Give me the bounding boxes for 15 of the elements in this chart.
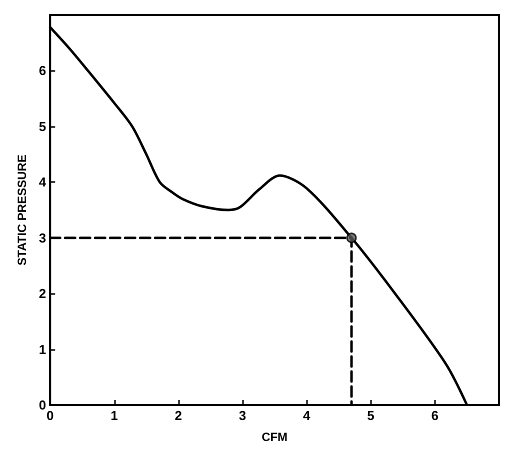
y-tick-label: 1 (38, 342, 46, 357)
y-tick-label: 0 (38, 398, 46, 412)
y-tick-label: 5 (38, 118, 46, 134)
y-tick-label: 2 (38, 286, 46, 302)
x-tick-label: 5 (367, 408, 374, 423)
x-tick-label: 6 (431, 408, 438, 423)
y-tick-label: 4 (38, 174, 47, 190)
y-tick-label: 6 (38, 63, 46, 78)
x-tick-label: 3 (238, 408, 246, 423)
x-tick-label: 1 (110, 408, 118, 423)
x-tick-label: 4 (303, 408, 312, 423)
y-axis-title: STATIC PRESSURE (15, 154, 29, 266)
y-tick-label: 3 (38, 230, 46, 246)
x-tick-label: 2 (174, 408, 182, 423)
x-axis-title: CFM (262, 430, 288, 444)
